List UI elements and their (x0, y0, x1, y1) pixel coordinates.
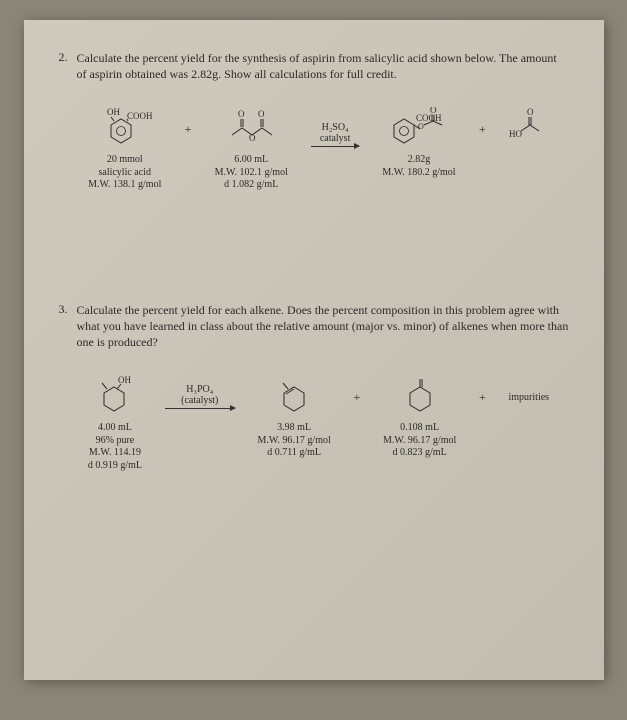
alkene2-vol: 0.108 mL (383, 422, 456, 435)
alkene-major: 3.98 mL M.W. 96.17 g/mol d 0.711 g/mL (258, 376, 331, 460)
aspirin-structure: O O COOH (386, 108, 452, 150)
alkene2-d: d 0.823 g/mL (383, 447, 456, 460)
salicylic-labels: 20 mmol salicylic acid M.W. 138.1 g/mol (88, 154, 161, 192)
q3-arrow: H₃PO₄ (catalyst) (165, 384, 235, 409)
svg-text:O: O (258, 109, 265, 119)
alkene1-structure (274, 376, 314, 418)
salicylic-mmol: 20 mmol (88, 154, 161, 167)
q3-reaction: OH 4.00 mL 96% pure M.W. 114.19 d 0.919 … (79, 376, 559, 472)
aspirin-mass: 2.82g (382, 154, 455, 167)
question-2: 2. Calculate the percent yield for the s… (59, 50, 569, 82)
plus-1: + (185, 122, 192, 137)
q2-reaction: OH COOH 20 mmol salicylic acid M.W. 138.… (79, 108, 559, 192)
alcohol-pure: 96% pure (88, 435, 142, 448)
oh-label-q3: OH (118, 375, 131, 385)
plus-4: + (479, 390, 486, 405)
aspirin-mw: M.W. 180.2 g/mol (382, 167, 455, 180)
catalyst-top: H₂SO₄ (322, 122, 349, 133)
worksheet-page: 2. Calculate the percent yield for the s… (24, 20, 604, 680)
catalyst-bottom: catalyst (320, 133, 351, 144)
q2-number: 2. (59, 50, 77, 82)
alkene2-mw: M.W. 96.17 g/mol (383, 435, 456, 448)
alcohol-mw: M.W. 114.19 (88, 447, 142, 460)
spacing (59, 192, 569, 302)
cooh-label: COOH (127, 111, 153, 121)
plus-3: + (353, 390, 360, 405)
q2-prompt: Calculate the percent yield for the synt… (77, 50, 569, 82)
q3-catalyst-top: H₃PO₄ (186, 384, 213, 395)
acetic-structure: O HO (509, 108, 549, 150)
alkene1-mw: M.W. 96.17 g/mol (258, 435, 331, 448)
anhydride-vol: 6.00 mL (215, 154, 288, 167)
q3-catalyst-bottom: (catalyst) (181, 395, 218, 406)
svg-text:O: O (527, 107, 534, 117)
alkene1-d: d 0.711 g/mL (258, 447, 331, 460)
oh-label: OH (107, 107, 120, 117)
q3-number: 3. (59, 302, 77, 351)
alcohol-structure: OH (92, 376, 138, 418)
svg-text:O: O (238, 109, 245, 119)
aspirin: O O COOH 2.82g M.W. 180.2 g/mol (382, 108, 455, 179)
methylcyclohexanol: OH 4.00 mL 96% pure M.W. 114.19 d 0.919 … (88, 376, 142, 472)
acetic-acid: O HO (509, 108, 549, 150)
arrow-line-icon (311, 146, 359, 147)
alcohol-vol: 4.00 mL (88, 422, 142, 435)
salicylic-acid: OH COOH 20 mmol salicylic acid M.W. 138.… (88, 108, 161, 192)
salicylic-structure: OH COOH (97, 108, 153, 150)
alkene2-labels: 0.108 mL M.W. 96.17 g/mol d 0.823 g/mL (383, 422, 456, 460)
alkene-minor: 0.108 mL M.W. 96.17 g/mol d 0.823 g/mL (383, 376, 456, 460)
q2-arrow: H₂SO₄ catalyst (311, 122, 359, 147)
aspirin-cooh: COOH (416, 113, 442, 123)
svg-text:O: O (249, 133, 256, 143)
ho-label: HO (509, 129, 522, 139)
alcohol-d: d 0.919 g/mL (88, 460, 142, 473)
alkene1-labels: 3.98 mL M.W. 96.17 g/mol d 0.711 g/mL (258, 422, 331, 460)
alkene2-structure (400, 376, 440, 418)
q3-prompt: Calculate the percent yield for each alk… (77, 302, 569, 351)
impurities-label: impurities (509, 392, 550, 405)
anhydride-mw: M.W. 102.1 g/mol (215, 167, 288, 180)
impurities: impurities (509, 392, 550, 405)
question-3: 3. Calculate the percent yield for each … (59, 302, 569, 351)
plus-2: + (479, 122, 486, 137)
salicylic-name: salicylic acid (88, 167, 161, 180)
alkene1-vol: 3.98 mL (258, 422, 331, 435)
anhydride-structure: O O O (224, 108, 278, 150)
acetic-anhydride: O O O 6.00 mL M.W. 102.1 g/mol d 1.082 g… (215, 108, 288, 192)
anhydride-d: d 1.082 g/mL (215, 179, 288, 192)
alcohol-labels: 4.00 mL 96% pure M.W. 114.19 d 0.919 g/m… (88, 422, 142, 472)
svg-text:O: O (418, 122, 424, 131)
arrow-line-icon-2 (165, 408, 235, 409)
salicylic-mw: M.W. 138.1 g/mol (88, 179, 161, 192)
aspirin-labels: 2.82g M.W. 180.2 g/mol (382, 154, 455, 179)
anhydride-labels: 6.00 mL M.W. 102.1 g/mol d 1.082 g/mL (215, 154, 288, 192)
